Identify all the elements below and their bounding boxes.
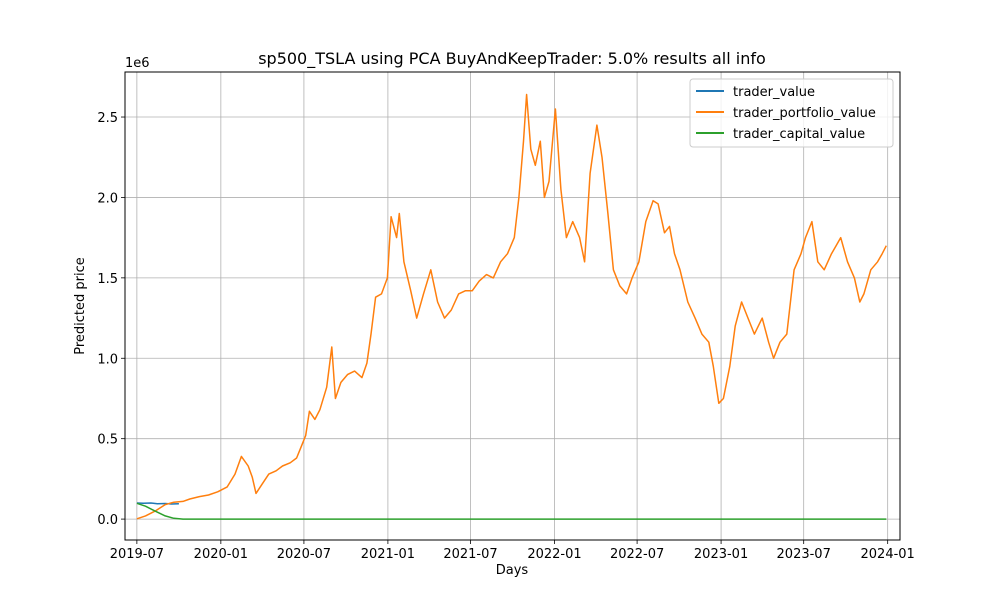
x-tick-label: 2023-07 <box>777 547 831 562</box>
tick-layer: 2019-07 2020-01 2020-07 2021-01 2021-07 2022-… <box>97 111 915 562</box>
series-line-trader-capital-value <box>136 502 887 520</box>
legend-label-trader-capital-value: trader_capital_value <box>733 127 865 142</box>
y-axis-label: Predicted price <box>73 257 88 355</box>
series-line-trader-value <box>136 502 179 505</box>
legend-label-trader-value: trader_value <box>733 85 815 100</box>
y-tick-label: 2.0 <box>97 191 118 206</box>
x-tick-label: 2021-01 <box>361 547 415 562</box>
y-tick-label: 1.0 <box>97 352 118 367</box>
x-axis-label: Days <box>496 563 529 578</box>
x-tick-label: 2021-07 <box>443 547 497 562</box>
x-tick-label: 2024-01 <box>861 547 915 562</box>
chart-title: sp500_TSLA using PCA BuyAndKeepTrader: 5… <box>258 49 766 69</box>
x-tick-label: 2020-01 <box>194 547 248 562</box>
legend-label-trader-portfolio-value: trader_portfolio_value <box>733 106 876 121</box>
y-offset-label: 1e6 <box>125 56 150 71</box>
x-tick-label: 2023-01 <box>694 547 748 562</box>
y-tick-label: 0.0 <box>97 513 118 528</box>
y-tick-label: 0.5 <box>97 433 118 448</box>
x-tick-label: 2022-07 <box>610 547 664 562</box>
legend-box <box>689 78 894 148</box>
y-tick-label: 1.5 <box>97 272 118 287</box>
x-tick-label: 2022-01 <box>527 547 581 562</box>
x-tick-label: 2020-07 <box>277 547 331 562</box>
series-line-trader-portfolio-value <box>136 93 887 520</box>
x-tick-label: 2019-07 <box>110 547 164 562</box>
series-layer <box>136 93 887 520</box>
y-tick-label: 2.5 <box>97 111 118 126</box>
legend: trader_value trader_portfolio_value trad… <box>689 78 894 148</box>
plot-frame <box>124 71 901 541</box>
